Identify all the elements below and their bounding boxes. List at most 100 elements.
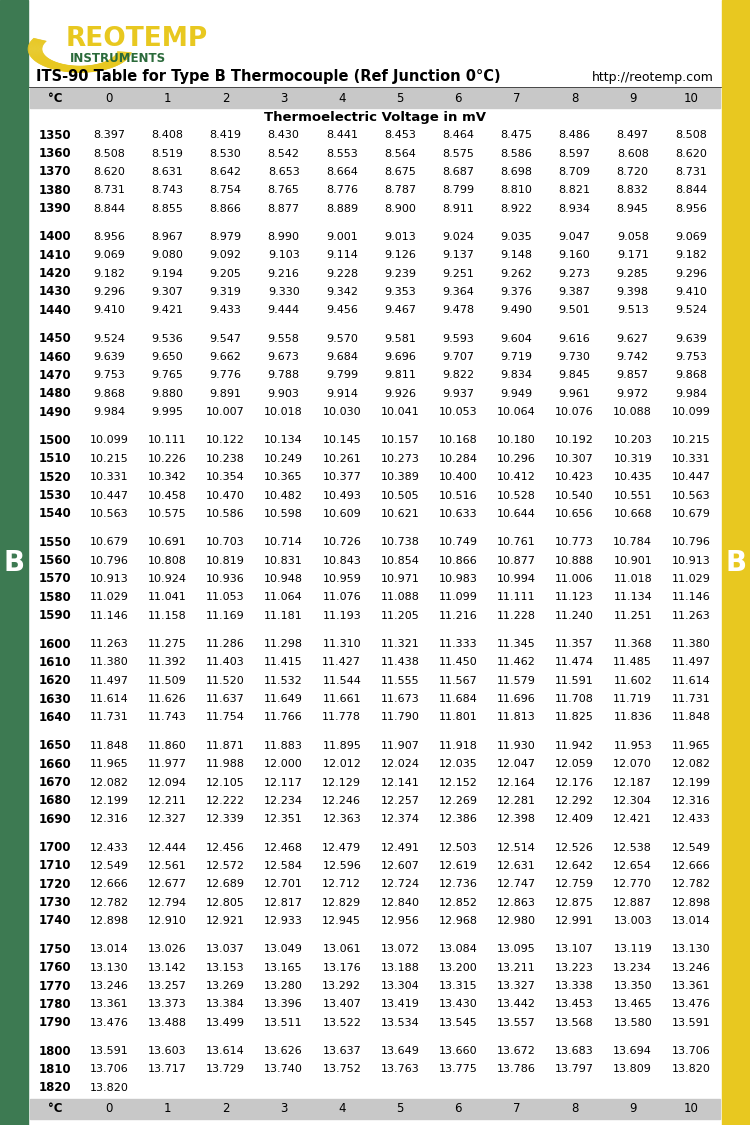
Text: 9.765: 9.765 [152,370,183,380]
Text: ITS-90 Table for Type B Thermocouple (Ref Junction 0°C): ITS-90 Table for Type B Thermocouple (Re… [36,70,501,84]
Text: 9.024: 9.024 [442,232,474,242]
Text: 8.397: 8.397 [93,130,125,141]
Text: 12.852: 12.852 [439,898,478,908]
Text: 8.664: 8.664 [326,166,358,177]
Text: 13.153: 13.153 [206,963,245,973]
Text: 8.486: 8.486 [559,130,590,141]
Text: 9.421: 9.421 [152,305,183,315]
Text: 10.505: 10.505 [381,490,419,501]
Text: 13.694: 13.694 [614,1046,652,1056]
Text: 13.419: 13.419 [380,999,419,1009]
Text: 10.238: 10.238 [206,453,245,463]
Text: 6: 6 [454,1102,462,1116]
Text: 11.497: 11.497 [89,676,128,686]
Text: 8.620: 8.620 [93,166,125,177]
Text: 11.321: 11.321 [380,639,419,649]
Text: 8.653: 8.653 [268,166,299,177]
Text: 12.059: 12.059 [555,759,594,770]
Text: °C: °C [48,1102,62,1116]
Text: 10.296: 10.296 [497,453,536,463]
Text: 10.284: 10.284 [439,453,478,463]
Text: 12.199: 12.199 [89,795,128,806]
Text: 10.099: 10.099 [671,407,710,417]
Text: 10.761: 10.761 [497,538,536,547]
Text: 13.095: 13.095 [497,944,536,954]
Text: 1680: 1680 [39,794,71,808]
Text: 13.568: 13.568 [555,1018,594,1028]
Text: 10.076: 10.076 [555,407,594,417]
Text: 13.465: 13.465 [614,999,652,1009]
Text: 9.296: 9.296 [675,269,707,279]
Text: 1730: 1730 [39,897,71,909]
Text: 8.564: 8.564 [384,148,416,159]
Text: 11.263: 11.263 [90,639,128,649]
Text: 12.619: 12.619 [439,861,478,871]
Text: 1430: 1430 [39,286,71,298]
Text: 10.913: 10.913 [671,556,710,566]
Text: 8.990: 8.990 [268,232,300,242]
Text: 13.820: 13.820 [671,1064,710,1074]
Text: 12.933: 12.933 [264,916,303,926]
Text: 1550: 1550 [39,536,71,549]
Text: 11.415: 11.415 [264,657,303,667]
Text: 10.215: 10.215 [90,453,128,463]
Text: 1480: 1480 [39,387,71,400]
Text: 9.949: 9.949 [500,389,532,398]
Text: 12.047: 12.047 [496,759,536,770]
Bar [722,0,750,1125]
Text: 12.456: 12.456 [206,843,245,853]
Text: 13.430: 13.430 [439,999,478,1009]
Text: 11.801: 11.801 [439,712,478,722]
Text: 9.639: 9.639 [675,334,706,344]
Text: 11.977: 11.977 [148,759,187,770]
Text: 11.123: 11.123 [555,592,594,602]
Text: 8.698: 8.698 [500,166,532,177]
Text: 11.988: 11.988 [206,759,245,770]
Text: 12.782: 12.782 [89,898,129,908]
Text: 12.316: 12.316 [90,814,128,825]
Text: 1: 1 [164,1102,171,1116]
Text: 8.855: 8.855 [152,204,183,214]
Text: 9.137: 9.137 [442,250,474,260]
Text: 13.557: 13.557 [497,1018,536,1028]
Text: 8.799: 8.799 [442,186,474,195]
Text: 13.304: 13.304 [380,981,419,991]
Text: 12.549: 12.549 [89,861,128,871]
Text: 11.942: 11.942 [555,741,594,750]
Text: 9.433: 9.433 [209,305,242,315]
Text: 9.047: 9.047 [559,232,590,242]
Text: 11.146: 11.146 [671,592,710,602]
Text: 9.616: 9.616 [559,334,590,344]
Text: 11.205: 11.205 [380,611,419,621]
Text: 13.786: 13.786 [497,1064,536,1074]
Bar [0,0,28,1125]
Text: 13.361: 13.361 [90,999,128,1009]
Text: 11.158: 11.158 [148,611,187,621]
Text: 12.968: 12.968 [439,916,478,926]
Text: 10.586: 10.586 [206,508,245,519]
Text: 12.898: 12.898 [671,898,710,908]
Text: 11.368: 11.368 [614,639,652,649]
Text: 1650: 1650 [39,739,71,753]
Text: 13.740: 13.740 [264,1064,303,1074]
Text: 9.273: 9.273 [559,269,590,279]
Text: 13.373: 13.373 [148,999,187,1009]
Text: 12.187: 12.187 [614,777,652,787]
Text: 11.602: 11.602 [614,676,652,686]
Text: 1700: 1700 [39,842,71,854]
Text: 8.508: 8.508 [93,148,125,159]
Text: 11.146: 11.146 [90,611,128,621]
Text: 13.660: 13.660 [439,1046,478,1056]
Text: 12.572: 12.572 [206,861,245,871]
Text: 9.035: 9.035 [500,232,532,242]
Text: 10.994: 10.994 [496,574,536,584]
Text: 12.117: 12.117 [264,777,303,787]
Text: 11.392: 11.392 [148,657,187,667]
Text: 8.475: 8.475 [500,130,532,141]
Text: 12.257: 12.257 [380,795,419,806]
Text: 9.799: 9.799 [326,370,358,380]
Text: 10.111: 10.111 [148,435,187,446]
Text: 8.497: 8.497 [616,130,649,141]
Text: 9.513: 9.513 [616,305,649,315]
Text: 13.396: 13.396 [264,999,303,1009]
